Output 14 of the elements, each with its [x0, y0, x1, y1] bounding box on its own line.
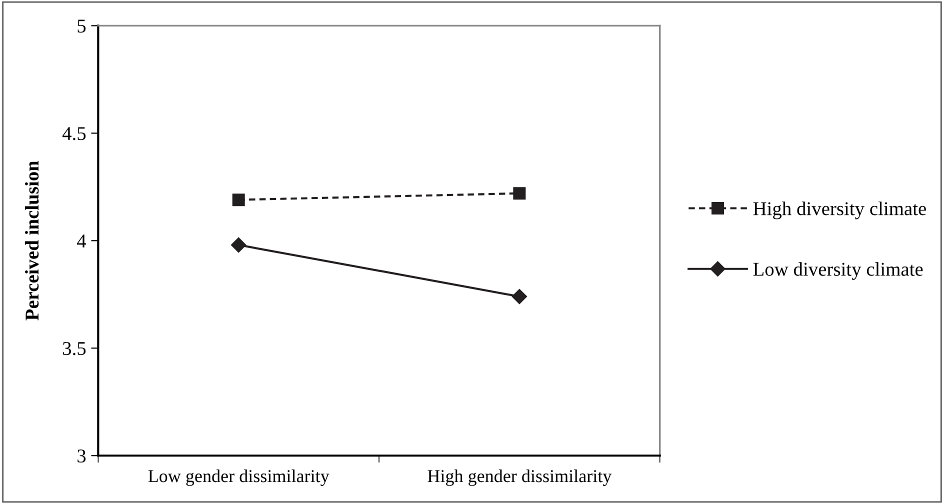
x-tick-label: Low gender dissimilarity [148, 470, 330, 486]
legend-label: Low diversity climate [753, 262, 923, 280]
y-tick-label: 3 [78, 449, 86, 463]
y-tick-label: 3.5 [62, 342, 86, 356]
x-tick-label: High gender dissimilarity [428, 470, 612, 486]
y-axis-title: Perceived inclusion [24, 160, 39, 320]
point [231, 237, 246, 253]
y-tick-label: 4.5 [62, 127, 86, 140]
legend-label: High diversity climate [753, 202, 926, 220]
point [512, 288, 528, 304]
point [232, 194, 245, 206]
point [513, 187, 526, 200]
y-tick-label: 4 [77, 234, 86, 248]
y-tick-label: 5 [78, 20, 86, 33]
